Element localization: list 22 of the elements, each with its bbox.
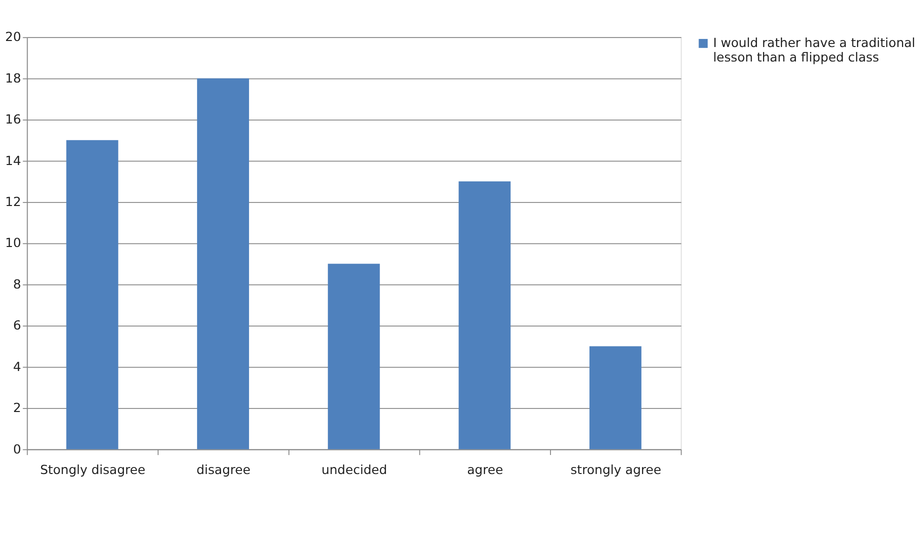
y-tick-label: 8	[13, 276, 22, 292]
x-tick-label: Stongly disagree	[40, 462, 146, 477]
y-tick-label: 0	[13, 441, 22, 456]
x-tick-label: agree	[467, 462, 504, 477]
bar	[197, 78, 250, 450]
bar	[458, 181, 511, 450]
x-tick-label: undecided	[322, 462, 388, 477]
y-tick-label: 18	[5, 70, 22, 86]
y-tick-label: 4	[13, 358, 22, 374]
legend-label: I would rather have a traditional lesson than a flipped class	[713, 35, 916, 64]
bar	[66, 140, 118, 450]
bar	[328, 264, 380, 450]
y-tick-label: 20	[5, 29, 22, 44]
y-tick-label: 16	[5, 112, 22, 127]
x-tick-label: disagree	[196, 462, 251, 477]
bar	[589, 346, 642, 450]
y-tick-label: 14	[5, 152, 22, 168]
y-tick-label: 10	[5, 235, 22, 250]
y-tick-label: 2	[13, 400, 22, 416]
y-tick-label: 6	[13, 318, 22, 333]
y-tick-label: 12	[5, 194, 22, 210]
x-tick-label: strongly agree	[570, 462, 662, 477]
